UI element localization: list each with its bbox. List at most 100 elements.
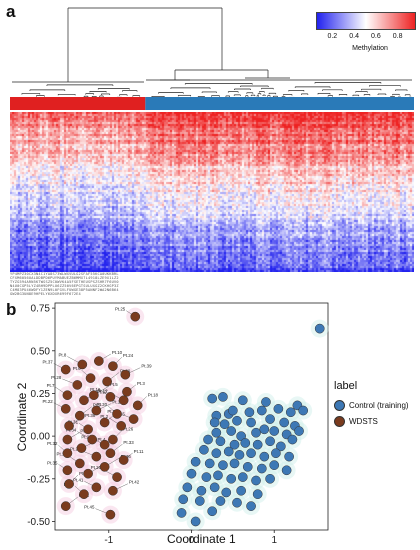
- point-label: Pt.22: [42, 399, 53, 404]
- data-point: [237, 472, 248, 482]
- data-point: [79, 395, 89, 406]
- data-point: [246, 417, 256, 428]
- methylation-colorbar: [316, 12, 416, 30]
- data-point: [269, 426, 280, 436]
- data-point: [105, 509, 116, 520]
- y-tick-label: 0.25: [31, 389, 51, 400]
- data-point: [294, 426, 304, 436]
- data-point: [128, 414, 139, 424]
- data-point: [223, 446, 234, 457]
- data-point: [60, 403, 71, 414]
- data-point: [314, 323, 325, 334]
- data-point: [62, 390, 73, 401]
- y-tick-label: 0.75: [31, 304, 51, 315]
- data-point: [259, 424, 270, 435]
- data-point: [62, 465, 73, 476]
- methylation-heatmap: [10, 112, 414, 272]
- data-point: [237, 395, 248, 406]
- point-label: Pt.27: [81, 435, 92, 440]
- data-point: [64, 421, 74, 431]
- data-point: [99, 461, 110, 472]
- data-point: [209, 482, 220, 493]
- point-label: Pt.4: [97, 437, 105, 442]
- point-label: Pt.25: [115, 307, 126, 312]
- point-label: Pt.42: [129, 480, 140, 485]
- data-point: [271, 448, 281, 459]
- data-point: [77, 359, 88, 370]
- data-point: [118, 455, 129, 465]
- data-point: [105, 448, 116, 459]
- data-point: [252, 439, 263, 450]
- data-point: [261, 397, 271, 407]
- legend-item: WDSTS: [334, 416, 420, 427]
- data-point: [244, 407, 255, 418]
- data-point: [287, 434, 298, 445]
- data-point: [118, 395, 129, 406]
- data-point: [240, 438, 251, 448]
- data-point: [199, 444, 209, 455]
- data-point: [242, 461, 253, 472]
- point-label: Pt.26: [123, 427, 134, 432]
- point-label: Pt.2: [100, 414, 108, 419]
- data-point: [269, 460, 280, 470]
- point-label: Pt.10: [112, 350, 123, 355]
- y-tick-label: -0.50: [27, 517, 50, 528]
- data-point: [251, 475, 261, 486]
- y-axis-title: Coordinate 2: [15, 382, 29, 452]
- data-point: [62, 448, 73, 459]
- data-point: [273, 403, 284, 414]
- legend: label Control (training) WDSTS: [334, 380, 420, 432]
- data-point: [281, 465, 292, 476]
- x-tick-label: 0: [189, 535, 195, 546]
- data-point: [226, 426, 237, 436]
- data-point: [91, 482, 102, 493]
- data-point: [99, 417, 110, 428]
- point-label: Pt.14: [112, 400, 123, 405]
- data-point: [182, 482, 193, 493]
- data-point: [83, 468, 93, 479]
- panel-b-label: b: [6, 300, 17, 319]
- data-point: [285, 407, 296, 418]
- x-axis-title: Coordinate 1: [167, 532, 236, 546]
- data-point: [60, 364, 71, 375]
- data-point: [122, 386, 132, 397]
- data-point: [265, 473, 275, 484]
- data-point: [221, 487, 232, 498]
- data-point: [213, 470, 223, 481]
- data-point: [215, 496, 226, 506]
- data-point: [252, 489, 263, 500]
- data-point: [83, 424, 93, 435]
- data-point: [236, 485, 246, 496]
- colorbar-tick: 0.6: [371, 33, 381, 40]
- data-point: [89, 390, 99, 401]
- point-label: Pt.41: [73, 477, 84, 482]
- data-point: [112, 409, 122, 419]
- data-point: [207, 393, 218, 404]
- point-label: Pt.3: [137, 381, 145, 386]
- point-label: Pt.9: [93, 403, 101, 408]
- data-point: [259, 451, 270, 462]
- data-point: [72, 380, 83, 390]
- point-label: Pt.45: [84, 505, 95, 510]
- data-point: [76, 443, 87, 453]
- data-point: [112, 472, 122, 482]
- data-point: [87, 434, 98, 445]
- point-label: Pt.16: [90, 387, 101, 392]
- data-point: [99, 439, 110, 450]
- point-label: Pt.23: [70, 447, 81, 452]
- data-point: [130, 311, 141, 322]
- legend-label: Control (training): [349, 401, 409, 410]
- data-point: [218, 392, 228, 402]
- data-point: [265, 436, 275, 447]
- data-point: [62, 434, 73, 445]
- data-point: [74, 458, 85, 469]
- data-point: [229, 439, 240, 450]
- point-label: Pt.17: [97, 389, 108, 394]
- data-point: [93, 356, 104, 366]
- y-tick-label: 0.50: [31, 346, 51, 357]
- data-point: [194, 496, 205, 506]
- y-tick-label: -0.25: [27, 474, 50, 485]
- data-point: [108, 361, 118, 372]
- sample-id-labels: YP4MPZ30CX3N4C1YA8S73WLWXVULG2SFAF55KCA0…: [10, 272, 119, 296]
- point-label: Pt.18: [148, 392, 159, 397]
